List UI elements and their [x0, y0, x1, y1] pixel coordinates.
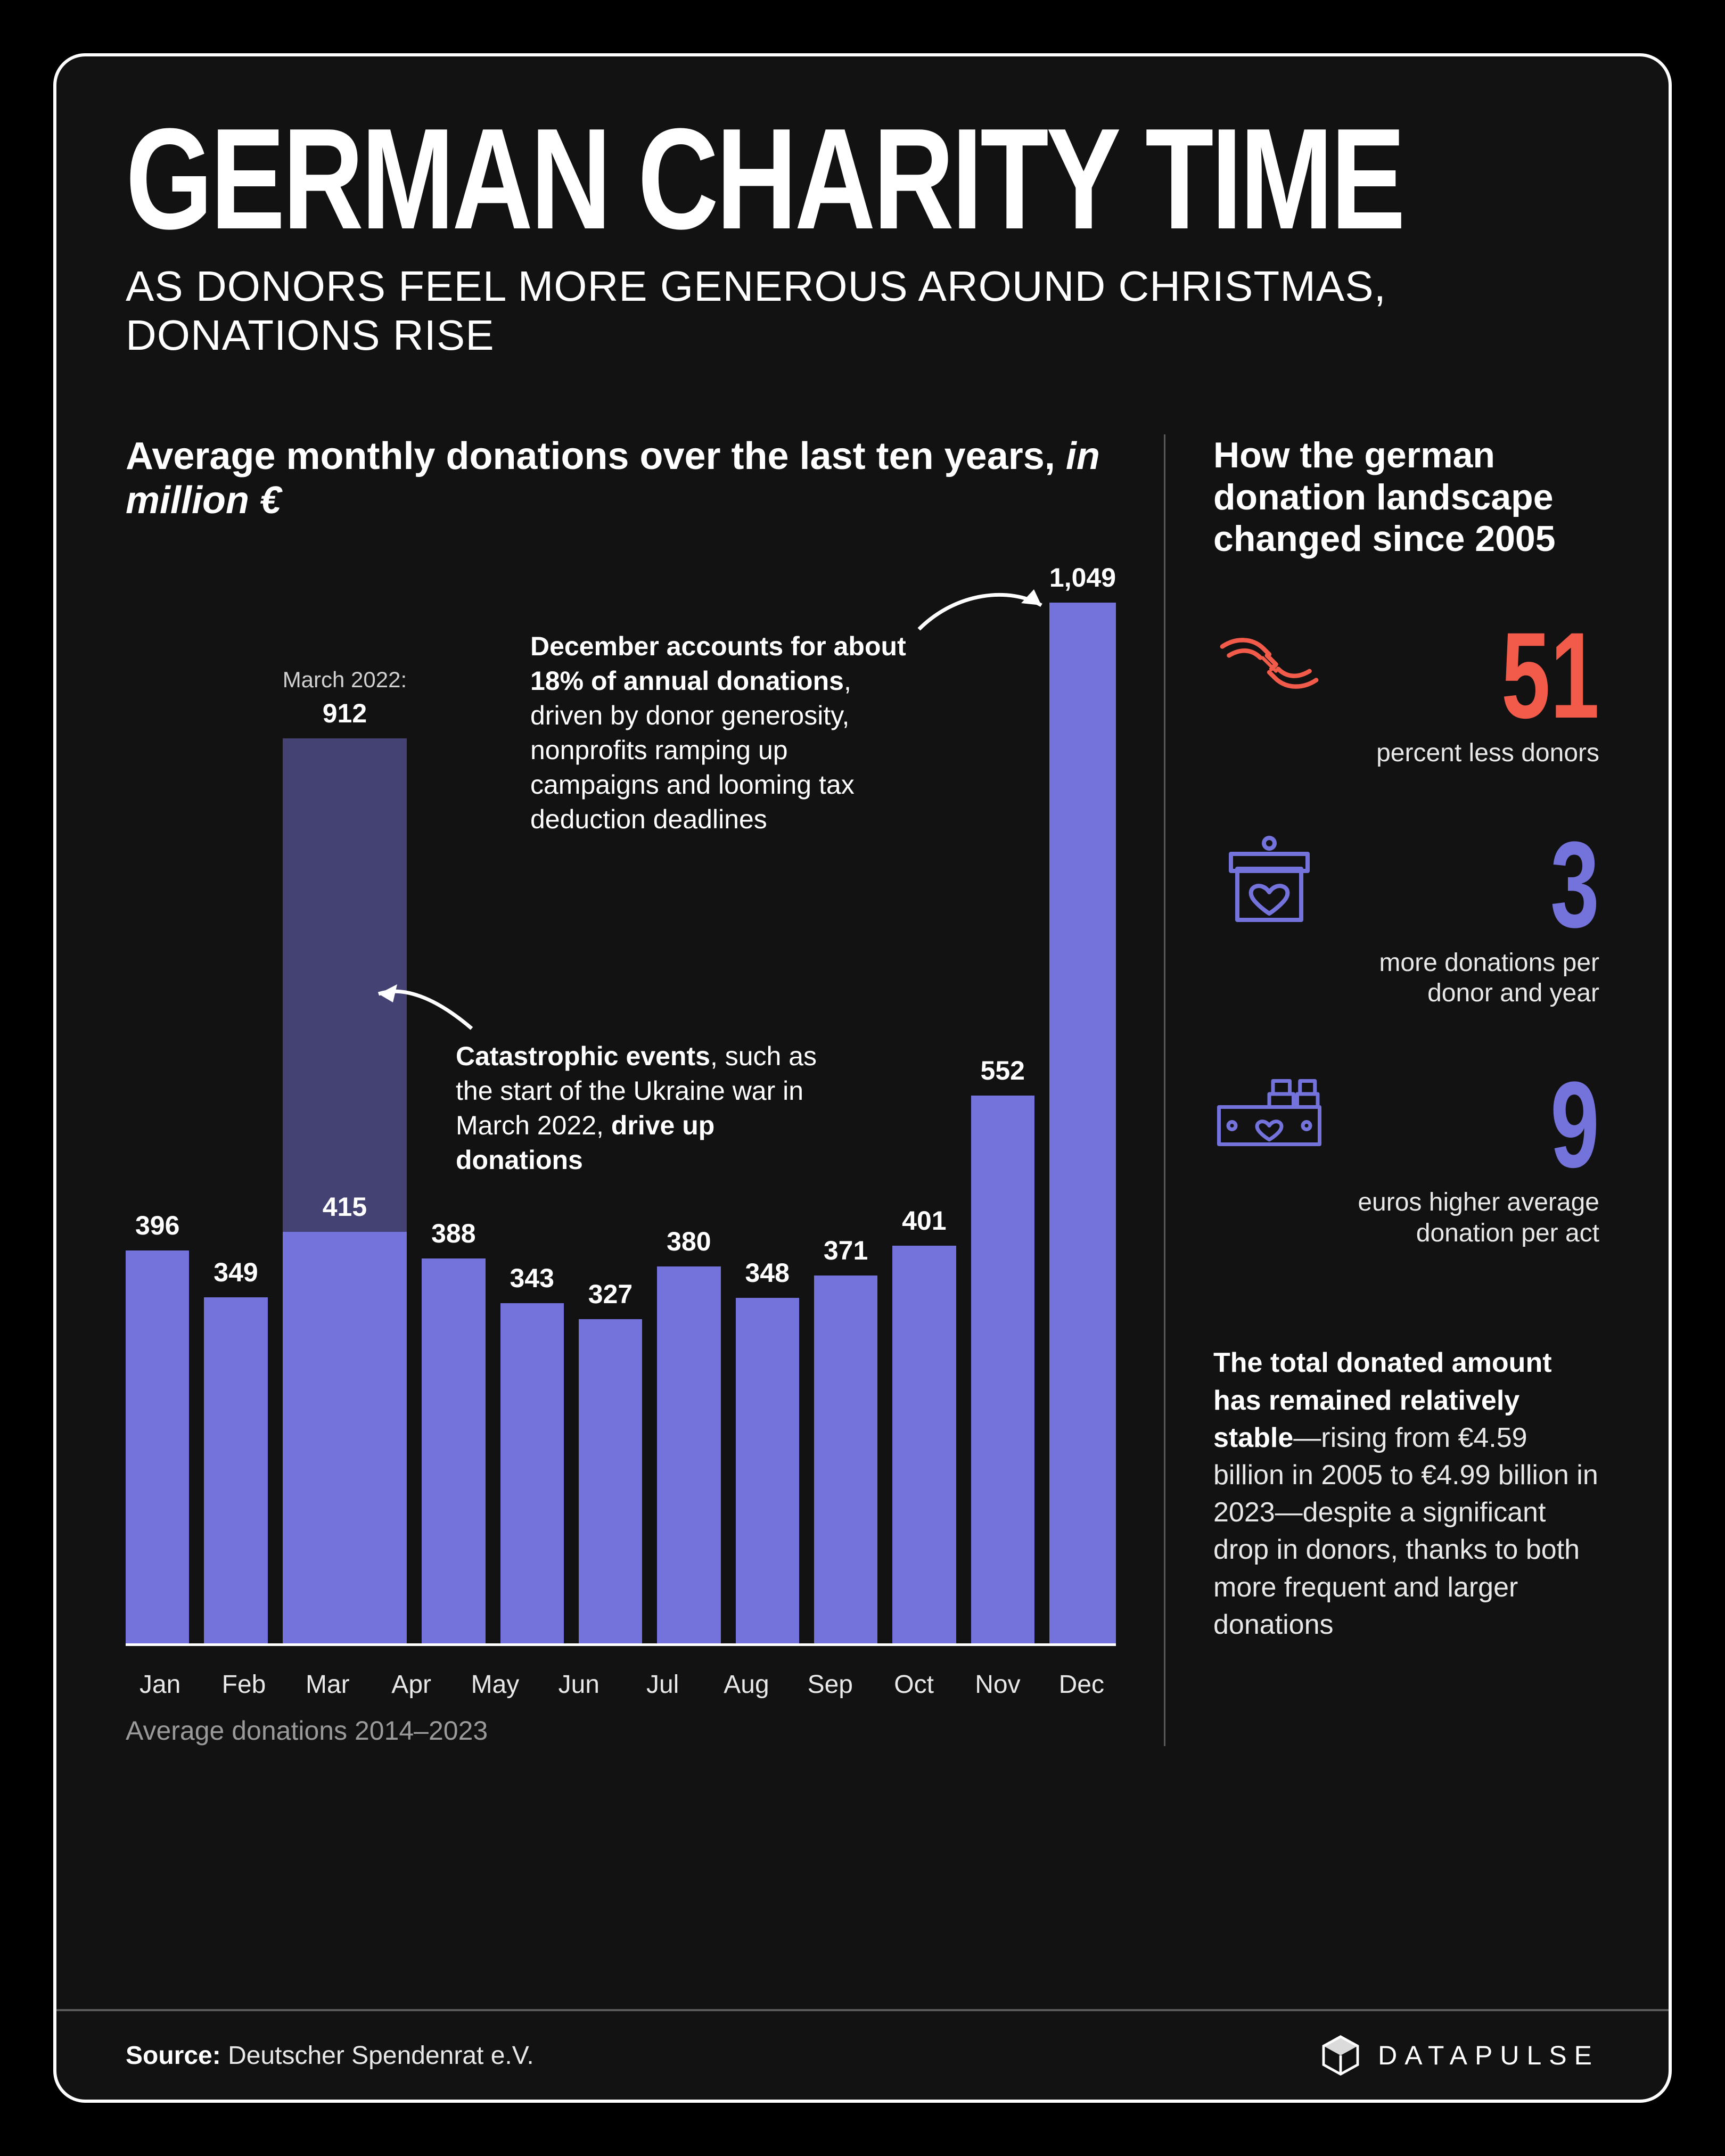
bar-slot: 401 [892, 1205, 956, 1643]
month-label: Jul [628, 1655, 697, 1699]
bar-slot: 348 [736, 1257, 799, 1643]
sidebar-title: How the german donation landscape change… [1213, 434, 1599, 559]
stat-right: 51percent less donors [1357, 623, 1599, 769]
subheadline: AS DONORS FEEL MORE GENEROUS AROUND CHRI… [126, 262, 1599, 360]
bar-value-label: 349 [213, 1257, 258, 1288]
main-columns: Average monthly donations over the last … [126, 434, 1599, 1746]
bar-slot: 327 [579, 1279, 642, 1643]
bar-slot: 396 [126, 1210, 189, 1643]
annotation-december: December accounts for about 18% of annua… [530, 629, 919, 837]
bar [204, 1297, 267, 1643]
bar [579, 1319, 642, 1643]
arrow-december-icon [914, 576, 1052, 651]
bar-value-label: 348 [745, 1257, 789, 1288]
bar [892, 1246, 956, 1643]
chart-title: Average monthly donations over the last … [126, 434, 1116, 523]
ghost-caption: March 2022: [283, 667, 407, 693]
stats-container: 51percent less donors 3 more donations per… [1213, 623, 1599, 1248]
bar-slot: 371 [814, 1235, 877, 1643]
bar-value-label: 343 [510, 1263, 554, 1294]
bar [126, 1250, 189, 1643]
stat-block: 3 more donations per donor and year [1213, 833, 1599, 1009]
stat-caption: more donations per donor and year [1357, 948, 1599, 1009]
annotation-catastrophe: Catastrophic events, such as the start o… [456, 1039, 839, 1178]
month-label: Jan [126, 1655, 194, 1699]
bar-value-label: 552 [981, 1055, 1025, 1086]
bar-slot: 388 [422, 1218, 485, 1643]
bar [283, 1232, 407, 1643]
month-label: Mar [293, 1655, 362, 1699]
month-label: Dec [1047, 1655, 1116, 1699]
sidebar-paragraph: The total donated amount has remained re… [1213, 1344, 1599, 1643]
bar-value-label: 380 [667, 1226, 711, 1257]
bar [971, 1096, 1034, 1643]
bar-slot: March 2022: 912 415 [283, 667, 407, 1643]
month-label: Apr [377, 1655, 446, 1699]
headline: GERMAN CHARITY TIME [126, 120, 1597, 238]
footer: Source: Deutscher Spendenrat e.V. DATAPU… [56, 2009, 1669, 2100]
bar [1049, 603, 1116, 1643]
source-name: Deutscher Spendenrat e.V. [228, 2042, 534, 2070]
hands-icon [1213, 623, 1325, 706]
bar [657, 1266, 720, 1643]
stat-number: 9 [1425, 1073, 1599, 1177]
stat-block: 51percent less donors [1213, 623, 1599, 769]
bar-value-label: 415 [283, 1191, 407, 1222]
money-icon [1213, 1073, 1325, 1155]
brand: DATAPULSE [1319, 2034, 1599, 2077]
stat-right: 3 more donations per donor and year [1357, 833, 1599, 1009]
brand-name: DATAPULSE [1378, 2040, 1599, 2071]
month-label: Feb [209, 1655, 278, 1699]
subhead-line-1: AS DONORS FEEL MORE GENEROUS AROUND CHRI… [126, 262, 1386, 310]
bar [422, 1258, 485, 1643]
infographic-frame: GERMAN CHARITY TIME AS DONORS FEEL MORE … [53, 53, 1672, 2103]
bar-chart: 396 349 March 2022: 912 415 388 343 327 380 348 37… [126, 555, 1116, 1699]
stat-right: 9 euros higher average donation per act [1357, 1073, 1599, 1249]
bar-value-label: 371 [824, 1235, 868, 1266]
bar-value-label: 1,049 [1049, 562, 1116, 593]
ghost-value-label: 912 [323, 698, 367, 729]
arrow-catastrophe-icon [371, 965, 477, 1039]
chart-column: Average monthly donations over the last … [126, 434, 1116, 1746]
bar [814, 1276, 877, 1643]
bar [736, 1298, 799, 1643]
bar-slot: 1,049 [1049, 562, 1116, 1643]
month-label: Jun [545, 1655, 613, 1699]
month-label: Oct [880, 1655, 948, 1699]
bar-slot: 349 [204, 1257, 267, 1643]
bar-value-label: 327 [588, 1279, 632, 1310]
bar-slot: 552 [971, 1055, 1034, 1643]
sidebar-column: How the german donation landscape change… [1164, 434, 1599, 1746]
brand-logo-icon [1319, 2034, 1362, 2077]
subhead-line-2: DONATIONS RISE [126, 311, 495, 359]
stat-block: 9 euros higher average donation per act [1213, 1073, 1599, 1249]
bar-value-label: 388 [431, 1218, 475, 1249]
bar-value-label: 401 [902, 1205, 946, 1236]
stat-number: 51 [1425, 623, 1599, 728]
month-label: Sep [796, 1655, 865, 1699]
source-line: Source: Deutscher Spendenrat e.V. [126, 2041, 534, 2070]
bar-value-label: 396 [135, 1210, 179, 1241]
stat-number: 3 [1425, 833, 1599, 937]
bar [500, 1303, 564, 1643]
month-label: Aug [712, 1655, 781, 1699]
month-label: Nov [963, 1655, 1032, 1699]
bar-slot: 380 [657, 1226, 720, 1643]
stat-caption: euros higher average donation per act [1357, 1187, 1599, 1248]
chart-footnote: Average donations 2014–2023 [126, 1715, 1116, 1746]
source-label: Source: [126, 2042, 221, 2070]
box-icon [1213, 833, 1325, 931]
chart-title-main: Average monthly donations over the last … [126, 435, 1066, 478]
month-axis: Jan Feb Mar Apr May Jun Jul Aug Sep Oct Nov Dec [126, 1655, 1116, 1699]
bar-slot: 343 [500, 1263, 564, 1643]
month-label: May [461, 1655, 529, 1699]
